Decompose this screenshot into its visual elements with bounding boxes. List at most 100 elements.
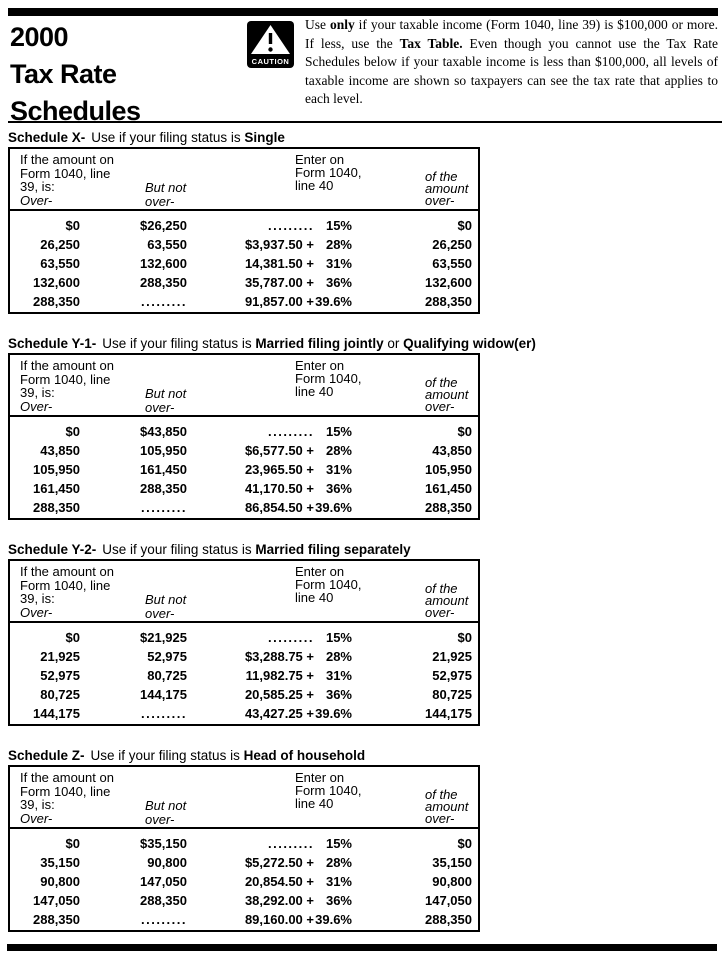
over-cell: $0 xyxy=(65,424,80,439)
over-cell: 43,850 xyxy=(40,443,80,458)
over-cell: 161,450 xyxy=(33,481,80,496)
caption-text: Qualifying widow(er) xyxy=(403,336,536,351)
rate-cell: 36% xyxy=(325,275,352,290)
but-not-over-cell: 288,350 xyxy=(140,275,187,290)
over-cell: 52,975 xyxy=(40,668,80,683)
tax-bracket-row: $0 $35,150......... 15% $0 xyxy=(10,834,478,853)
schedule-section: Schedule Y-2- Use if your filing status i… xyxy=(0,542,725,726)
rate-cell: 36% xyxy=(325,481,352,496)
caption-text: Use if your filing status is xyxy=(102,336,256,351)
intro-bold-only: only xyxy=(329,17,355,32)
but-not-over-cell: 90,800 xyxy=(147,855,187,870)
tax-rate-table: If the amount on Form 1040, line 39, is:… xyxy=(8,353,480,520)
col-header-amount: If the amount on Form 1040, line 39, is: xyxy=(20,152,114,194)
rate-cell: 31% xyxy=(325,668,352,683)
rate-cell: 39.6% xyxy=(315,294,352,309)
but-not-over-cell: ......... xyxy=(140,912,187,927)
tax-bracket-row: 288,350......... 86,854.50 +39.6% 288,350 xyxy=(10,498,478,517)
tax-amount-cell: 91,857.00 + xyxy=(244,294,314,309)
tax-rate-table: If the amount on Form 1040, line 39, is:… xyxy=(8,147,480,314)
schedule-caption: Schedule Y-2- Use if your filing status i… xyxy=(8,542,725,559)
col-header-over: Over- xyxy=(20,399,53,414)
rate-cell: 15% xyxy=(325,424,352,439)
intro-paragraph: Use only if your taxable income (Form 10… xyxy=(305,16,718,109)
col-header-but-not-over: But not over- xyxy=(145,592,187,621)
bottom-rule xyxy=(7,944,717,951)
tax-bracket-row: 144,175......... 43,427.25 +39.6% 144,175 xyxy=(10,704,478,723)
but-not-over-cell: $21,925 xyxy=(140,630,187,645)
rate-cell: 28% xyxy=(325,237,352,252)
tax-bracket-row: $0 $21,925......... 15% $0 xyxy=(10,628,478,647)
of-amount-over-cell: 288,350 xyxy=(425,912,472,927)
but-not-over-cell: 132,600 xyxy=(140,256,187,271)
caption-text: Married filing separately xyxy=(255,542,411,557)
tax-bracket-row: 35,150 90,800 $5,272.50 + 28% 35,150 xyxy=(10,853,478,872)
rate-cell: 15% xyxy=(325,218,352,233)
over-cell: 21,925 xyxy=(40,649,80,664)
tax-bracket-row: 288,350......... 91,857.00 +39.6% 288,350 xyxy=(10,292,478,311)
caption-text: Head of household xyxy=(243,748,366,763)
but-not-over-cell: 288,350 xyxy=(140,893,187,908)
of-amount-over-cell: 105,950 xyxy=(425,462,472,477)
over-cell: $0 xyxy=(65,630,80,645)
of-amount-over-cell: 52,975 xyxy=(432,668,472,683)
of-amount-over-cell: 288,350 xyxy=(425,500,472,515)
schedule-label: Schedule X- xyxy=(8,130,86,145)
schedule-section: Schedule Y-1- Use if your filing status i… xyxy=(0,336,725,520)
rate-cell: 36% xyxy=(325,893,352,908)
tax-bracket-row: 80,725 144,175 20,585.25 + 36% 80,725 xyxy=(10,685,478,704)
intro-text: Even though you cannot use the Tax Rate … xyxy=(305,35,718,107)
over-cell: 288,350 xyxy=(33,500,80,515)
rate-cell: 31% xyxy=(325,462,352,477)
tax-amount-cell: 35,787.00 + xyxy=(244,275,314,290)
schedule-caption: Schedule Z- Use if your filing status is … xyxy=(8,748,725,765)
col-header-of-amount-over: of the amount over- xyxy=(425,375,469,414)
caption-text: Use if your filing status is xyxy=(102,542,256,557)
caption-text: or xyxy=(383,336,404,351)
over-cell: 80,725 xyxy=(40,687,80,702)
over-cell: 288,350 xyxy=(33,912,80,927)
over-cell: 63,550 xyxy=(40,256,80,271)
of-amount-over-cell: 144,175 xyxy=(425,706,472,721)
tax-bracket-row: $0 $26,250......... 15% $0 xyxy=(10,216,478,235)
of-amount-over-cell: 147,050 xyxy=(425,893,472,908)
over-cell: 288,350 xyxy=(33,294,80,309)
tax-bracket-row: 161,450 288,350 41,170.50 + 36% 161,450 xyxy=(10,479,478,498)
caption-text: Single xyxy=(244,130,285,145)
of-amount-over-cell: 132,600 xyxy=(425,275,472,290)
tax-amount-cell: $3,288.75 + xyxy=(244,649,314,664)
tax-bracket-row: 90,800 147,050 20,854.50 + 31% 90,800 xyxy=(10,872,478,891)
tax-amount-cell: 20,585.25 + xyxy=(244,687,314,702)
caption-text: Married filing jointly xyxy=(255,336,384,351)
rate-cell: 28% xyxy=(325,855,352,870)
intro-text: if your taxable income (Form 1040, line … xyxy=(305,17,718,51)
of-amount-over-cell: 21,925 xyxy=(432,649,472,664)
col-header-amount: If the amount on Form 1040, line 39, is: xyxy=(20,358,114,400)
table-header: If the amount on Form 1040, line 39, is:… xyxy=(10,355,478,417)
table-body: $0 $21,925......... 15% $0 21,925 52,975 $3,28… xyxy=(10,623,478,724)
over-cell: 132,600 xyxy=(33,275,80,290)
tax-rate-table: If the amount on Form 1040, line 39, is:… xyxy=(8,765,480,932)
schedule-section: Schedule Z- Use if your filing status is … xyxy=(0,748,725,932)
but-not-over-cell: 147,050 xyxy=(140,874,187,889)
table-body: $0 $26,250......... 15% $0 26,250 63,550 $3,93… xyxy=(10,211,478,312)
col-header-over: Over- xyxy=(20,811,53,826)
tax-amount-cell: 23,965.50 + xyxy=(244,462,314,477)
of-amount-over-cell: 43,850 xyxy=(432,443,472,458)
rate-cell: 39.6% xyxy=(315,706,352,721)
over-cell: 90,800 xyxy=(40,874,80,889)
table-header: If the amount on Form 1040, line 39, is:… xyxy=(10,561,478,623)
tax-bracket-row: 21,925 52,975 $3,288.75 + 28% 21,925 xyxy=(10,647,478,666)
tax-amount-cell: 41,170.50 + xyxy=(244,481,314,496)
table-header: If the amount on Form 1040, line 39, is:… xyxy=(10,767,478,829)
col-header-enter-on: Enter on Form 1040, line 40 xyxy=(295,358,362,399)
tax-amount-cell: ......... xyxy=(267,836,314,851)
rate-cell: 31% xyxy=(325,256,352,271)
over-cell: 105,950 xyxy=(33,462,80,477)
table-header: If the amount on Form 1040, line 39, is:… xyxy=(10,149,478,211)
tax-amount-cell: ......... xyxy=(267,218,314,233)
tax-amount-cell: 43,427.25 + xyxy=(244,706,314,721)
but-not-over-cell: ......... xyxy=(140,294,187,309)
but-not-over-cell: 80,725 xyxy=(147,668,187,683)
tax-amount-cell: $6,577.50 + xyxy=(244,443,314,458)
